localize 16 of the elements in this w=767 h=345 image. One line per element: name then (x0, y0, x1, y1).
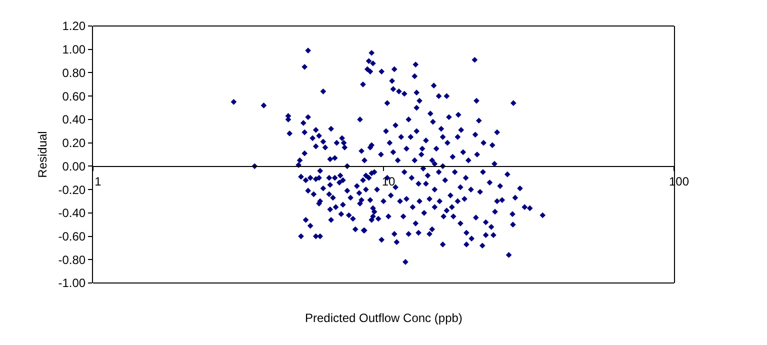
y-tick-label: 0.40 (62, 112, 86, 127)
y-tick-label: 1.00 (62, 42, 86, 57)
y-tick-label: 0.20 (62, 136, 86, 150)
y-tick-label: 0.80 (62, 66, 86, 80)
x-tick-label: 1 (94, 174, 102, 189)
y-tick-label: -1.00 (58, 276, 86, 290)
x-axis-title: Predicted Outflow Conc (ppb) (305, 311, 462, 325)
y-tick-label: -0.60 (58, 229, 86, 244)
y-tick-label: 1.20 (62, 19, 86, 34)
x-tick-label: 10 (382, 174, 396, 189)
y-tick-label: 0.00 (62, 159, 86, 174)
y-tick-label: -0.40 (58, 206, 86, 220)
y-tick-label: -0.80 (58, 252, 86, 267)
y-tick-label: -0.20 (58, 182, 86, 197)
y-tick-label: 0.60 (62, 89, 86, 104)
y-axis-title: Residual (36, 131, 50, 178)
